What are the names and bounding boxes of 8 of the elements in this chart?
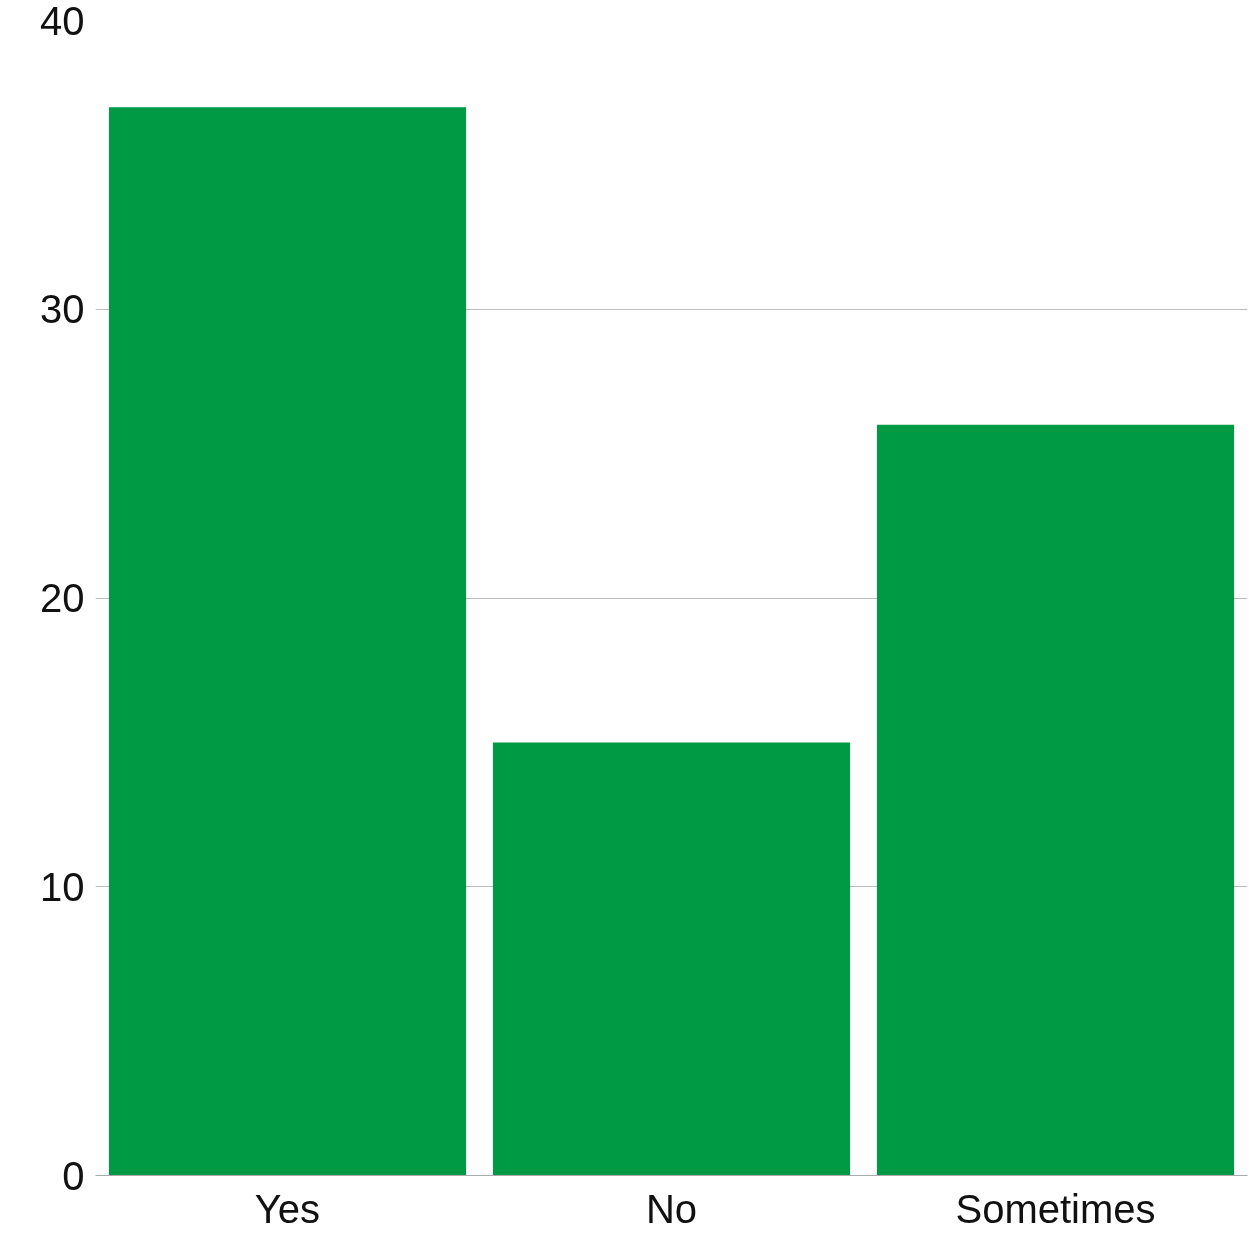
x-tick-label: No: [645, 1186, 698, 1231]
x-tick-label: Sometimes: [955, 1186, 1156, 1231]
y-tick-label: 10: [40, 864, 85, 909]
y-tick-label: 20: [40, 576, 85, 620]
y-tick-label: 30: [40, 287, 85, 332]
y-tick-label: 0: [62, 1153, 85, 1198]
x-tick-label: Yes: [254, 1186, 321, 1231]
y-tick-label: 40: [40, 0, 85, 43]
